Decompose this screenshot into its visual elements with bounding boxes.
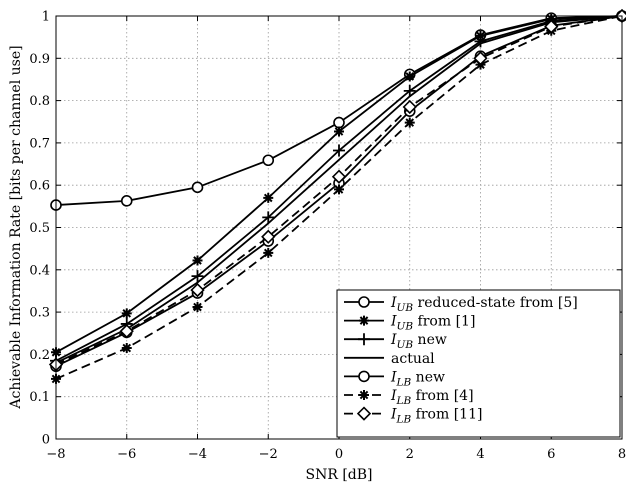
- data-point: [402, 99, 417, 115]
- data-point: [404, 71, 415, 82]
- legend: IUB reduced-state from [5]IUB from [1]IU…: [336, 289, 621, 438]
- data-point: [333, 144, 345, 157]
- legend-label: IUB reduced-state from [5]: [390, 295, 578, 314]
- legend-item: IUB reduced-state from [5]: [344, 295, 578, 314]
- legend-label-symbol: I: [390, 388, 397, 404]
- x-tick-label: 4: [476, 447, 484, 462]
- series-6: [48, 8, 626, 372]
- y-tick-label: 1: [42, 10, 50, 25]
- data-point: [359, 390, 369, 400]
- legend-item: actual: [344, 351, 435, 367]
- legend-label-symbol: I: [390, 332, 397, 348]
- series-line: [55, 15, 623, 364]
- legend-label-text: from [1]: [413, 314, 475, 330]
- legend-label-text: from [4]: [411, 388, 473, 404]
- legend-label-subscript: LB: [396, 414, 412, 426]
- data-point: [331, 169, 347, 184]
- data-point: [359, 315, 369, 326]
- x-tick-label: 8: [618, 447, 626, 462]
- legend-label: IUB from [1]: [390, 314, 475, 333]
- legend-label-symbol: I: [390, 314, 397, 330]
- legend-box: [336, 289, 621, 438]
- legend-label-symbol: I: [390, 407, 397, 423]
- data-point: [262, 211, 275, 224]
- data-point: [333, 116, 345, 129]
- legend-label-subscript: LB: [396, 395, 412, 407]
- data-point: [119, 324, 134, 339]
- legend-label-text: actual: [391, 351, 435, 367]
- data-point: [121, 308, 132, 319]
- data-point: [334, 126, 344, 137]
- x-tick-label: 6: [547, 447, 555, 462]
- x-axis-label: SNR [dB]: [305, 467, 372, 483]
- y-axis-label: Achievable Information Rate [bits per ch…: [8, 45, 24, 409]
- legend-label: actual: [391, 351, 435, 367]
- x-tick-label: −8: [46, 447, 65, 462]
- legend-label-symbol: I: [390, 369, 397, 385]
- series-3: [55, 15, 623, 364]
- plot-frame: [55, 15, 623, 440]
- y-tick-label: 0.6: [29, 179, 50, 194]
- data-point: [192, 302, 203, 313]
- legend-label: ILB from [11]: [390, 407, 482, 426]
- data-point: [262, 154, 275, 167]
- legend-item: ILB new: [344, 369, 445, 388]
- y-tick-label: 0.3: [29, 306, 50, 321]
- y-tick-label: 0.5: [29, 221, 50, 236]
- legend-label-subscript: LB: [396, 376, 412, 388]
- x-tick-label: −6: [117, 447, 136, 462]
- y-tick-label: 0.8: [29, 94, 50, 109]
- legend-item: ILB from [4]: [344, 388, 474, 407]
- data-point: [191, 181, 204, 194]
- data-point: [544, 19, 559, 34]
- y-tick-label: 0.2: [29, 348, 50, 363]
- legend-label-text: new: [413, 332, 447, 348]
- y-tick-label: 0.4: [29, 263, 50, 278]
- legend-label-symbol: I: [390, 295, 397, 311]
- legend-label: ILB new: [390, 369, 445, 388]
- legend-item: ILB from [11]: [344, 406, 482, 426]
- data-point: [403, 84, 416, 97]
- data-point: [358, 370, 370, 383]
- data-point: [263, 192, 274, 203]
- y-tick-label: 0: [42, 433, 50, 448]
- legend-label: ILB from [4]: [390, 388, 474, 407]
- data-point: [334, 184, 344, 195]
- y-tick-label: 0.1: [29, 390, 50, 405]
- legend-item: IUB from [1]: [344, 314, 475, 333]
- legend-label-text: from [11]: [411, 407, 482, 423]
- data-point: [190, 282, 205, 298]
- data-point: [356, 406, 372, 421]
- legend-label-subscript: UB: [397, 339, 414, 351]
- legend-label-text: reduced-state from [5]: [413, 295, 578, 311]
- data-point: [191, 270, 204, 283]
- data-point: [358, 296, 370, 308]
- legend-label-subscript: UB: [397, 302, 414, 314]
- data-point: [261, 229, 276, 244]
- legend-label: IUB new: [390, 332, 447, 351]
- x-tick-label: 0: [335, 447, 343, 462]
- legend-item: IUB new: [344, 332, 447, 351]
- data-point: [473, 51, 488, 66]
- data-point: [263, 247, 274, 258]
- data-point: [404, 117, 415, 128]
- data-point: [358, 333, 370, 346]
- legend-label-subscript: UB: [397, 321, 414, 333]
- data-point: [192, 255, 203, 266]
- axis-ticks: −8 −6 −4 −2 0 2 4 6 8 0 0.1 0.2 0.3 0.4 0.5 0.6 0.7 0.8 0.…: [29, 10, 626, 463]
- x-tick-label: 2: [406, 447, 414, 462]
- series-layer: [48, 8, 626, 384]
- x-tick-label: −4: [188, 447, 207, 462]
- data-point: [121, 343, 132, 354]
- legend-label-text: new: [411, 369, 445, 385]
- data-point: [120, 195, 133, 207]
- y-tick-label: 0.9: [29, 52, 50, 67]
- x-tick-label: −2: [259, 447, 278, 462]
- y-tick-label: 0.7: [29, 136, 50, 151]
